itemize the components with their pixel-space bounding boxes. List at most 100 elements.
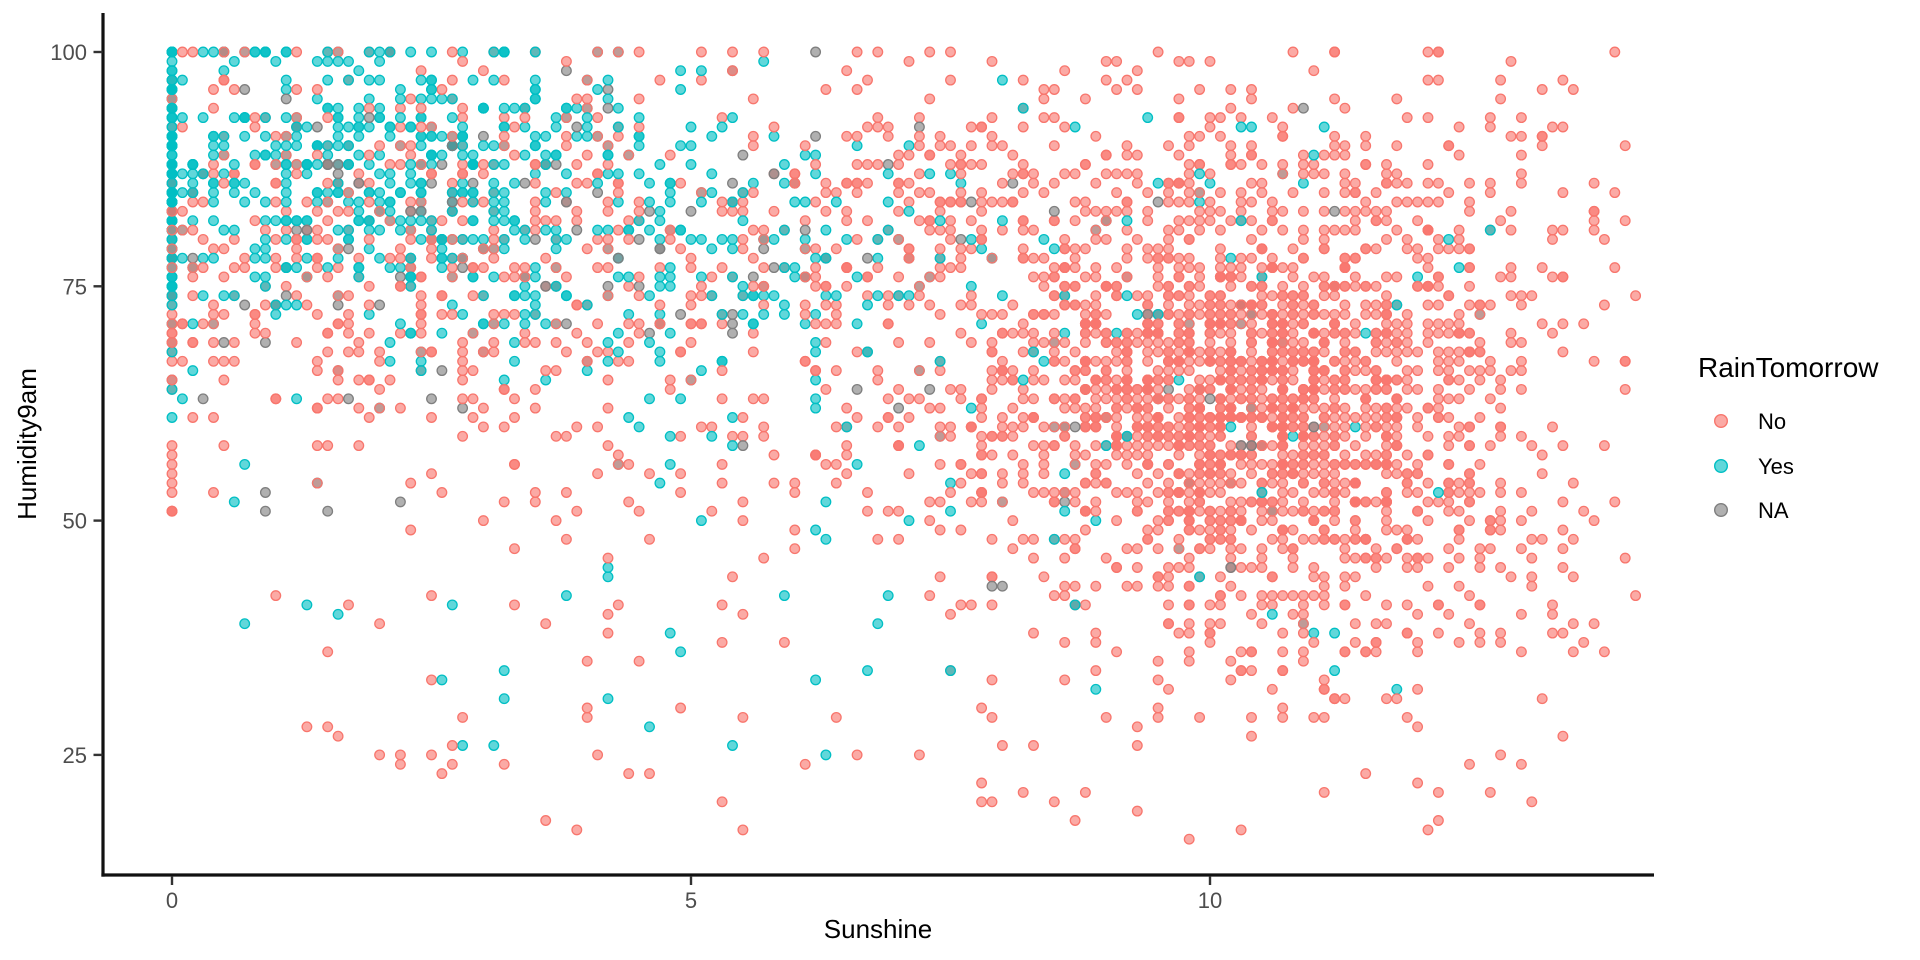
data-point — [1339, 327, 1351, 339]
data-point — [1090, 477, 1102, 489]
data-point — [1235, 271, 1247, 283]
data-point — [1235, 646, 1247, 658]
data-point — [1297, 412, 1309, 423]
data-point — [550, 337, 562, 348]
data-point — [820, 318, 832, 330]
data-point — [1163, 580, 1174, 592]
data-point — [467, 74, 479, 86]
data-point — [1048, 496, 1060, 508]
data-point — [446, 140, 458, 152]
data-point — [851, 46, 863, 58]
data-point — [945, 140, 956, 152]
data-point — [301, 721, 313, 733]
data-point — [1194, 196, 1206, 208]
data-point — [1567, 646, 1579, 658]
data-point — [550, 243, 562, 255]
data-point — [1256, 308, 1268, 320]
data-point — [1453, 149, 1465, 161]
data-point — [353, 205, 365, 217]
data-point — [249, 318, 261, 330]
data-point — [747, 290, 759, 302]
data-point — [602, 693, 614, 705]
data-point — [1246, 365, 1257, 377]
x-tick-label: 0 — [166, 888, 178, 913]
data-point — [654, 355, 666, 367]
data-point — [820, 290, 832, 302]
data-point — [612, 187, 624, 199]
data-point — [1017, 393, 1029, 405]
data-point — [519, 280, 531, 292]
data-point — [1432, 393, 1444, 405]
data-point — [1079, 327, 1091, 339]
data-point — [986, 140, 998, 152]
data-point — [1277, 646, 1289, 658]
data-point — [882, 393, 894, 405]
data-point — [581, 299, 593, 311]
data-point — [353, 65, 365, 77]
data-point — [965, 299, 977, 311]
data-point — [187, 337, 199, 348]
data-point — [1017, 252, 1029, 264]
data-point — [1464, 346, 1475, 358]
data-point — [1079, 421, 1091, 433]
data-point — [1235, 374, 1247, 386]
data-point — [1090, 233, 1102, 245]
data-point — [1214, 421, 1226, 433]
data-point — [311, 121, 323, 133]
data-point — [1194, 430, 1206, 442]
data-point — [1131, 505, 1143, 517]
data-point — [810, 374, 822, 386]
data-point — [623, 149, 635, 161]
data-point — [436, 159, 448, 170]
data-point — [457, 402, 469, 414]
data-point — [727, 46, 738, 58]
data-point — [592, 112, 604, 124]
data-point — [965, 121, 977, 133]
data-point — [747, 187, 759, 199]
data-point — [1163, 187, 1174, 199]
data-point — [820, 224, 832, 236]
data-point — [1204, 524, 1216, 536]
data-point — [1131, 383, 1143, 395]
data-point — [1059, 355, 1071, 367]
data-point — [1422, 280, 1434, 292]
data-point — [1038, 308, 1050, 320]
data-point — [166, 374, 178, 386]
data-point — [1474, 374, 1486, 386]
data-point — [1131, 721, 1143, 733]
data-point — [1453, 355, 1465, 367]
data-point — [1308, 590, 1320, 602]
data-point — [644, 393, 655, 405]
data-point — [1214, 477, 1226, 489]
data-point — [1370, 337, 1382, 348]
data-point — [1308, 421, 1320, 433]
data-point — [778, 308, 790, 320]
data-point — [540, 224, 552, 236]
data-point — [1152, 674, 1164, 686]
data-point — [1329, 393, 1341, 405]
data-point — [332, 177, 344, 189]
data-point — [1204, 55, 1216, 67]
data-point — [1329, 440, 1341, 452]
data-point — [301, 233, 313, 245]
data-point — [550, 224, 562, 236]
data-point — [1339, 533, 1351, 545]
data-point — [1412, 421, 1424, 433]
data-point — [913, 168, 925, 180]
data-point — [301, 271, 313, 283]
data-point — [467, 412, 479, 423]
data-point — [1464, 280, 1475, 292]
data-point — [259, 196, 271, 208]
data-point — [1225, 383, 1237, 395]
data-point — [1111, 646, 1123, 658]
data-point — [758, 262, 770, 274]
data-point — [1557, 121, 1569, 133]
data-point — [1204, 440, 1216, 452]
data-point — [1194, 280, 1206, 292]
data-point — [1131, 393, 1143, 405]
data-point — [934, 252, 946, 264]
data-point — [872, 112, 884, 124]
data-point — [1474, 627, 1486, 639]
data-point — [249, 327, 261, 339]
data-point — [1173, 355, 1185, 367]
